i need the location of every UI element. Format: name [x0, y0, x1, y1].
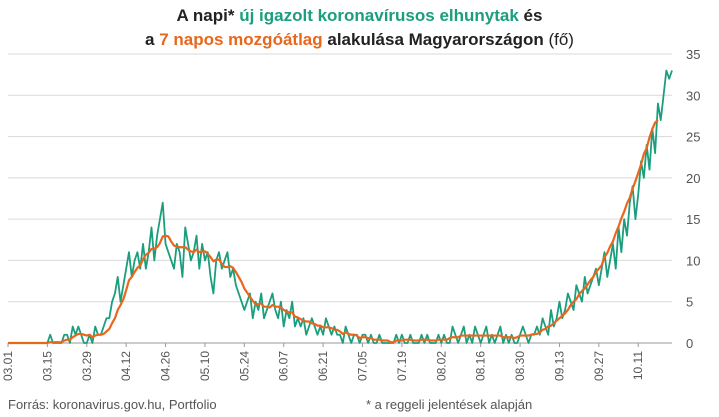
title-part-e: alakulása Magyarországon — [322, 30, 544, 49]
x-tick-label: 07.19 — [395, 351, 409, 381]
y-tick-label: 35 — [686, 47, 700, 62]
y-tick-label: 5 — [686, 295, 693, 310]
x-tick-label: 03.01 — [1, 351, 15, 381]
x-tick-label: 03.15 — [40, 351, 54, 381]
x-tick-label: 04.12 — [119, 351, 133, 381]
y-tick-label: 20 — [686, 171, 700, 186]
series-lines — [8, 69, 673, 345]
title-unit: (fő) — [543, 30, 574, 49]
y-tick-label: 0 — [686, 336, 693, 351]
title-part-a: A napi* — [176, 6, 240, 25]
title-line-2: a 7 napos mozgóátlag alakulása Magyarors… — [0, 28, 719, 52]
x-tick-label: 05.24 — [237, 351, 251, 381]
x-tick-label: 06.21 — [316, 351, 330, 381]
x-tick-label: 09.27 — [592, 351, 606, 381]
x-tick-label: 06.07 — [277, 351, 291, 381]
daily-deaths-line — [8, 69, 673, 344]
x-axis-ticks: 03.01 03.15 03.29 04.12 04.26 05.10 05.24 06.07… — [1, 343, 645, 381]
y-axis-ticks: 0 5 10 15 20 25 30 35 — [686, 47, 700, 351]
title-daily-series-label: új igazolt koronavírusos elhunytak — [239, 6, 519, 25]
source-note: Forrás: koronavirus.gov.hu, Portfolio — [8, 397, 217, 412]
chart-title: A napi* új igazolt koronavírusos elhunyt… — [0, 4, 719, 52]
title-part-c: és — [518, 6, 543, 25]
x-tick-label: 03.29 — [80, 351, 94, 381]
x-tick-label: 09.13 — [552, 351, 566, 381]
x-tick-label: 04.26 — [159, 351, 173, 381]
y-tick-label: 25 — [686, 130, 700, 145]
y-tick-label: 30 — [686, 88, 700, 103]
title-average-series-label: 7 napos mozgóátlag — [159, 30, 323, 49]
y-tick-label: 10 — [686, 253, 700, 268]
grid-lines — [8, 53, 672, 344]
x-tick-label: 08.30 — [513, 351, 527, 381]
title-part-d: a — [145, 30, 160, 49]
moving-average-line — [8, 119, 659, 345]
footnote: * a reggeli jelentések alapján — [366, 397, 533, 412]
x-tick-label: 10.11 — [631, 351, 645, 380]
x-tick-label: 08.16 — [474, 351, 488, 381]
x-tick-label: 05.10 — [198, 351, 212, 381]
x-tick-label: 07.05 — [356, 351, 370, 381]
y-tick-label: 15 — [686, 212, 700, 227]
title-line-1: A napi* új igazolt koronavírusos elhunyt… — [0, 4, 719, 28]
x-tick-label: 08.02 — [434, 351, 448, 381]
